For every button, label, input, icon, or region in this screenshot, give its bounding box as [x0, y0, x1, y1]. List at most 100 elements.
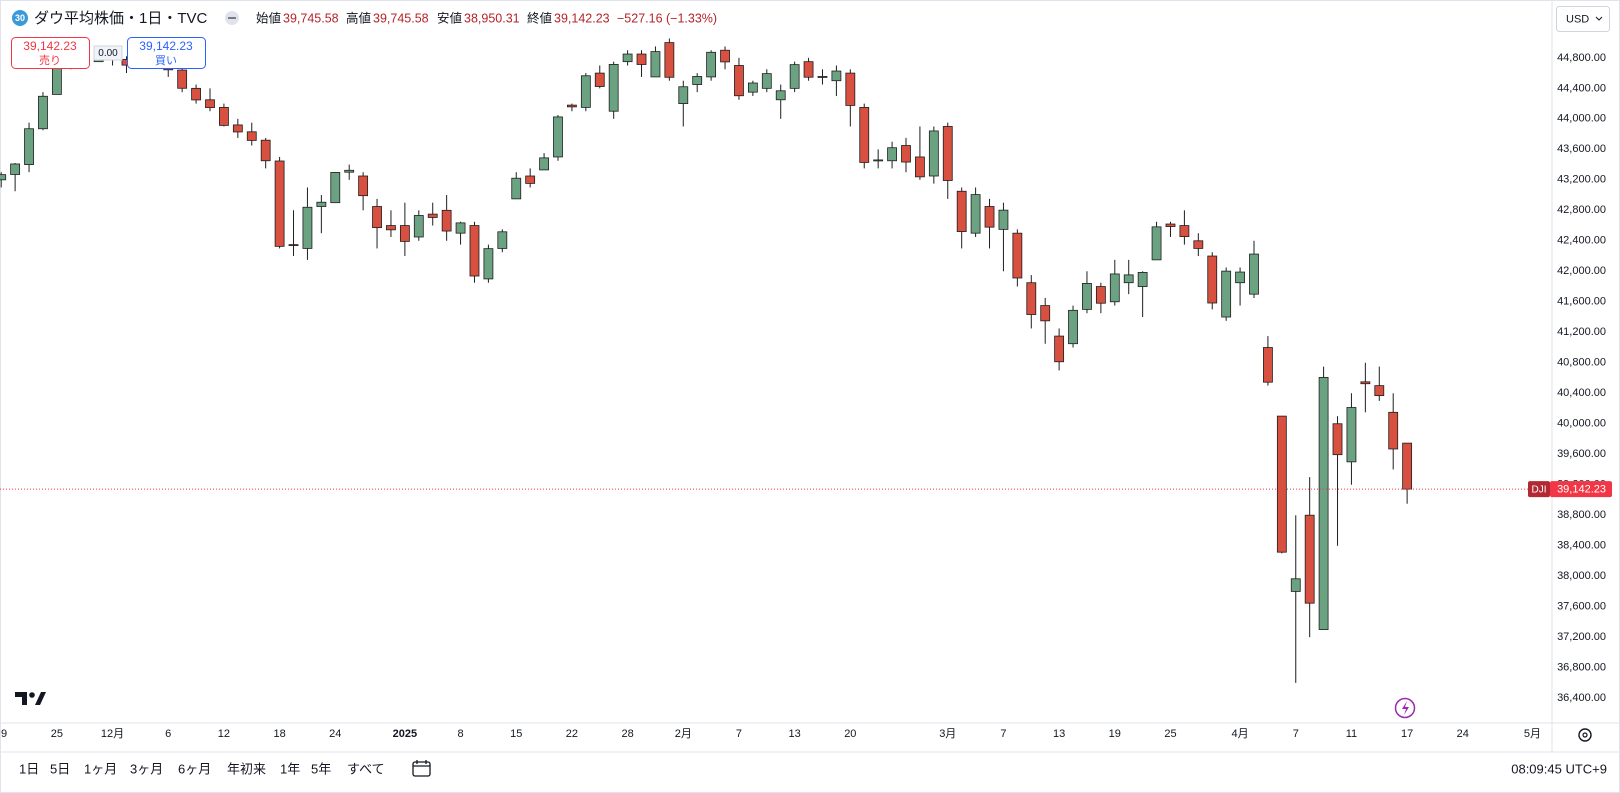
price-tag-symbol: DJI — [1532, 484, 1547, 495]
ohlc-legend: 始値 39,745.58 高値 39,745.58 安値 38,950.31 終値 39,14… — [256, 10, 610, 25]
x-tick-label: 18 — [273, 728, 285, 740]
candle-body — [1054, 335, 1065, 363]
candle-body — [984, 206, 995, 228]
collapse-icon — [228, 17, 236, 19]
price-tag-symbol-box — [1528, 481, 1550, 498]
candle-body — [372, 206, 382, 229]
x-tick-label: 13 — [1053, 728, 1065, 740]
currency-button[interactable] — [1556, 6, 1610, 32]
x-tick-label: 7 — [736, 728, 742, 740]
y-tick-label: 41,200.00 — [1557, 326, 1606, 338]
settings-icon — [1582, 732, 1588, 738]
candle-body — [1123, 274, 1134, 284]
candle-body — [441, 209, 452, 232]
candle-body — [956, 190, 967, 232]
candle-body — [511, 177, 522, 200]
candle-body — [274, 160, 285, 247]
change: −527.16 (−1.33%) — [617, 11, 717, 25]
candle-body — [0, 174, 7, 181]
range-button[interactable]: 5年 — [311, 761, 331, 776]
settings-button[interactable] — [1578, 728, 1592, 742]
currency: USD — [1566, 13, 1589, 25]
ohlc-label: 始値 — [256, 10, 281, 25]
range-button[interactable]: 6ヶ月 — [178, 761, 211, 776]
candle-body — [358, 175, 369, 197]
range-toolbar: 1日 5日 1ヶ月 3ヶ月 6ヶ月 年初来 1年 5年 すべて — [19, 761, 385, 776]
candle-body — [205, 99, 215, 108]
candle-body — [567, 104, 577, 108]
sell-price: 39,142.23 — [23, 39, 77, 53]
candle-body — [970, 194, 981, 234]
symbol-title[interactable]: ダウ平均株価・1日・TVC — [34, 10, 208, 27]
range-button[interactable]: 5日 — [50, 761, 70, 776]
price-tag-box — [1550, 481, 1612, 498]
candle-body — [594, 72, 605, 87]
candle-body — [803, 61, 814, 78]
candle-body — [330, 172, 341, 204]
candle-body — [288, 244, 299, 247]
currency-caret — [1595, 16, 1603, 21]
candle-body — [177, 69, 188, 89]
candle-body — [706, 51, 717, 78]
date-range-button[interactable] — [412, 760, 431, 777]
x-tick-label: 12 — [218, 728, 230, 740]
ohlc-value: 39,142.23 — [554, 11, 610, 25]
y-tick-label: 39,600.00 — [1557, 448, 1606, 460]
ohlc-value: 39,745.58 — [283, 11, 339, 25]
candle-body — [622, 53, 633, 63]
y-tick-label: 44,000.00 — [1557, 113, 1606, 125]
candle-body — [873, 159, 884, 162]
ohlc-value: 39,745.58 — [373, 11, 429, 25]
symbol-badge[interactable] — [12, 10, 28, 26]
sell-button[interactable] — [11, 37, 90, 69]
candle-body — [260, 139, 271, 162]
candle-body — [747, 82, 758, 93]
candle-body — [1137, 272, 1148, 287]
tv-logo[interactable] — [15, 692, 46, 705]
range-button[interactable]: すべて — [347, 761, 385, 776]
ohlc-value: 38,950.31 — [464, 11, 520, 25]
candle-body — [1374, 385, 1385, 397]
x-tick-label: 11 — [1346, 728, 1357, 740]
y-tick-label: 43,200.00 — [1557, 174, 1606, 186]
range-button[interactable]: 1年 — [280, 761, 300, 776]
candle-body — [1235, 271, 1245, 284]
x-tick-label: 15 — [510, 728, 522, 740]
range-button[interactable]: 3ヶ月 — [130, 761, 163, 776]
x-tick-label: 12月 — [101, 728, 124, 740]
x-tick-label: 24 — [1457, 728, 1469, 740]
lightning-icon — [1402, 701, 1409, 715]
candle-body — [1165, 223, 1176, 227]
plot-area — [0, 38, 1552, 683]
candle-body — [1360, 381, 1371, 385]
candle-body — [720, 49, 730, 63]
range-button[interactable]: 年初来 — [227, 761, 266, 776]
candle-body — [1290, 578, 1301, 592]
range-button[interactable]: 1ヶ月 — [84, 761, 117, 776]
y-tick-label: 36,800.00 — [1557, 662, 1606, 674]
y-tick-label: 37,200.00 — [1557, 631, 1606, 643]
y-tick-label: 43,600.00 — [1557, 143, 1606, 155]
candle-body — [386, 225, 396, 231]
candle-body — [761, 73, 772, 89]
candle-body — [1249, 253, 1259, 295]
buy-button[interactable] — [127, 37, 206, 69]
candle-body — [232, 124, 243, 133]
y-tick-label: 38,400.00 — [1557, 540, 1606, 552]
candle-body — [928, 130, 939, 177]
range-button[interactable]: 1日 — [19, 761, 39, 776]
candle-body — [1346, 407, 1357, 463]
x-tick-label: 7 — [1293, 728, 1299, 740]
buy-label: 買い — [155, 54, 177, 67]
candle-body — [1207, 255, 1218, 304]
candle-body — [650, 51, 661, 78]
x-tick-label: 17 — [1401, 728, 1413, 740]
candle-body — [1068, 309, 1078, 345]
x-tick-label: 22 — [566, 728, 578, 740]
spread: 0.00 — [98, 48, 118, 59]
price-tag-value: 39,142.23 — [1557, 484, 1606, 496]
y-tick-label: 44,400.00 — [1557, 82, 1606, 94]
candle-body — [1109, 273, 1120, 303]
